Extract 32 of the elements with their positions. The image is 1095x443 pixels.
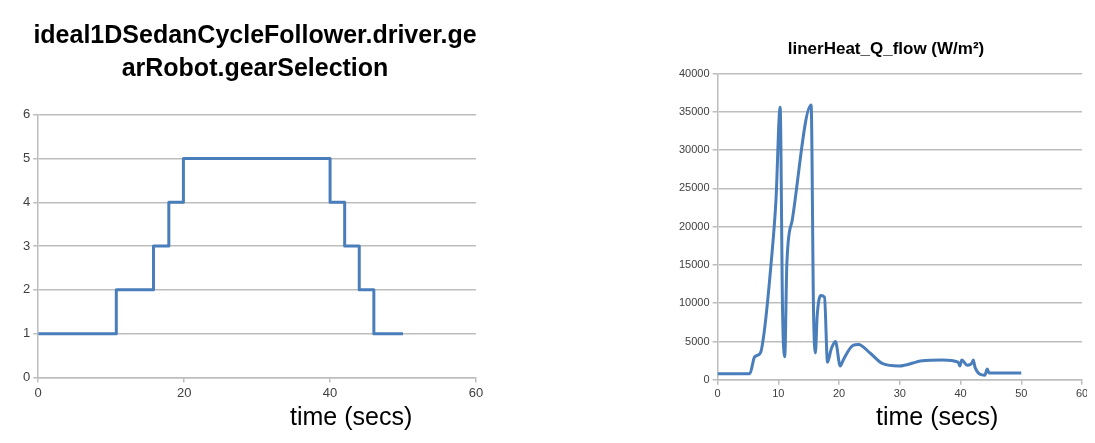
x-tick-label: 50 xyxy=(1015,387,1028,400)
x-tick-label: 0 xyxy=(714,387,721,400)
y-tick-label: 15000 xyxy=(678,258,710,271)
y-tick-label: 10000 xyxy=(678,296,710,309)
x-tick-label: 20 xyxy=(176,384,192,400)
y-tick-label: 35000 xyxy=(678,104,710,117)
line-series xyxy=(717,103,1023,377)
y-tick-label: 5000 xyxy=(685,334,710,347)
chart-title: linerHeat_Q_flow (W/m²) xyxy=(786,38,986,60)
y-tick-label: 3 xyxy=(23,237,31,253)
y-tick-label: 1 xyxy=(23,325,31,341)
x-tick-label: 0 xyxy=(34,384,42,400)
y-tick-label: 40000 xyxy=(678,66,710,79)
x-tick-label: 30 xyxy=(893,387,906,400)
x-tick-label: 10 xyxy=(772,387,785,400)
y-tick-label: 2 xyxy=(23,281,31,297)
y-tick-label: 25000 xyxy=(678,181,710,194)
x-tick-label: 20 xyxy=(832,387,846,400)
y-tick-label: 0 xyxy=(23,368,31,384)
y-tick-label: 5 xyxy=(23,150,31,166)
y-tick-label: 30000 xyxy=(678,143,710,156)
chart-title: ideal1DSedanCycleFollower.driver.gearRobot.gearSelection xyxy=(32,19,478,83)
x-tick-label: 60 xyxy=(1075,387,1089,400)
x-axis-title: time (secs) xyxy=(876,402,999,431)
x-axis-title: time (secs) xyxy=(290,402,413,431)
x-tick-label: 60 xyxy=(468,384,484,400)
x-tick-label: 40 xyxy=(954,387,967,400)
y-tick-label: 20000 xyxy=(678,219,710,232)
y-tick-label: 4 xyxy=(23,193,31,209)
x-tick-label: 40 xyxy=(322,384,338,400)
y-tick-label: 6 xyxy=(23,106,31,122)
y-tick-label: 0 xyxy=(703,372,710,385)
